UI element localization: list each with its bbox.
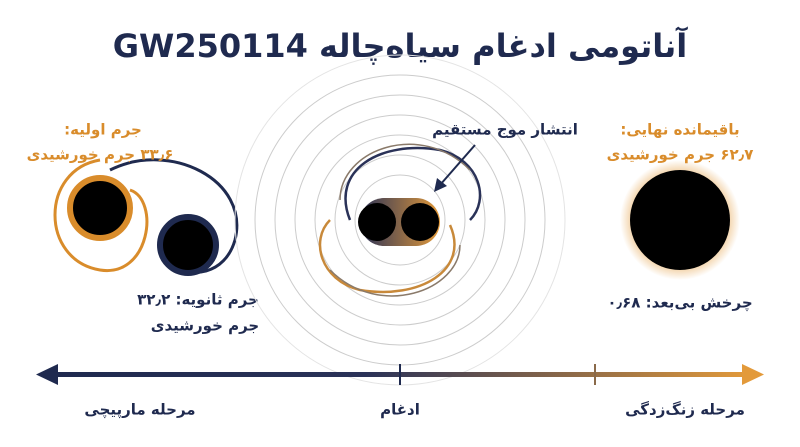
stage-label: ادغام <box>380 401 420 419</box>
annotation-arrow <box>434 144 476 192</box>
merger-illustration <box>234 54 566 386</box>
inspiral-illustration <box>53 158 239 276</box>
primary-mass: ۳۳٫۶ جرم خورشیدی <box>27 146 174 164</box>
spin-label: چرخش بی‌بعد: ۰٫۶۸ <box>607 294 752 313</box>
secondary-label: جرم ثانویه: ۳۲٫۲ <box>137 291 259 309</box>
merger-annotation: انتشار موج مستقیم <box>432 121 578 139</box>
remnant-label: باقیمانده نهایی: <box>620 121 739 139</box>
primary-label: جرم اولیه: <box>64 121 142 139</box>
timeline-axis <box>36 364 764 385</box>
title: آناتومی ادغام سیاه‌چاله GW250114 <box>113 26 689 65</box>
stage-label: مرحله مارپیچی <box>84 401 195 420</box>
ringdown-illustration <box>620 160 740 280</box>
secondary-unit: جرم خورشیدی <box>151 317 260 335</box>
stage-label: مرحله زنگ‌زدگی <box>625 401 745 419</box>
remnant-mass: ۶۲٫۷ جرم خورشیدی <box>607 146 754 164</box>
